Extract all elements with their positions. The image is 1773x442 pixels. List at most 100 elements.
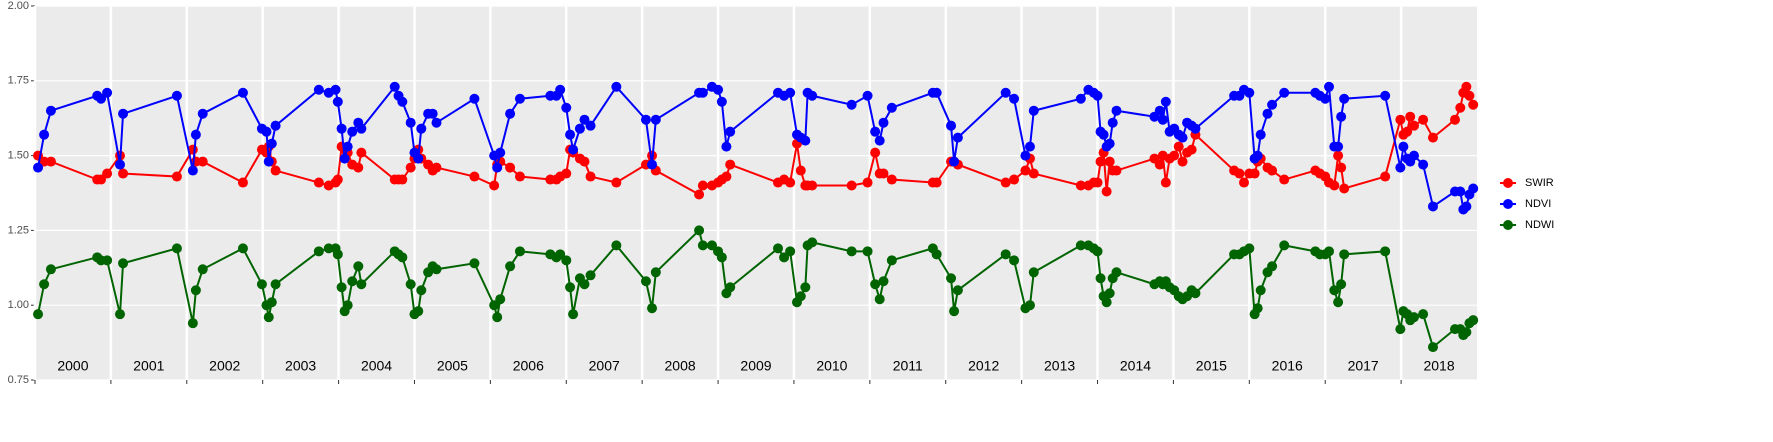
year-label: 2001 bbox=[133, 358, 164, 374]
year-label: 2015 bbox=[1196, 358, 1227, 374]
point bbox=[555, 84, 566, 95]
point bbox=[640, 114, 651, 125]
point bbox=[1468, 315, 1479, 326]
y-tick-label: 1.00 bbox=[8, 299, 29, 311]
year-label: 2003 bbox=[285, 358, 316, 374]
point bbox=[1409, 150, 1420, 161]
point bbox=[39, 279, 50, 290]
y-tick-label: 0.75 bbox=[8, 374, 29, 386]
point bbox=[336, 282, 347, 293]
series bbox=[33, 225, 1479, 353]
point bbox=[1464, 90, 1475, 101]
point bbox=[1279, 174, 1290, 185]
point bbox=[353, 261, 364, 272]
point bbox=[1020, 165, 1031, 176]
point bbox=[1190, 288, 1201, 299]
point bbox=[431, 264, 442, 275]
point bbox=[118, 258, 129, 269]
point bbox=[505, 261, 516, 272]
point bbox=[187, 165, 198, 176]
point bbox=[721, 141, 732, 152]
point bbox=[1380, 171, 1391, 182]
series bbox=[33, 81, 1479, 215]
point bbox=[1075, 180, 1086, 191]
legend-key-point bbox=[1503, 199, 1513, 209]
point bbox=[356, 279, 367, 290]
point bbox=[1255, 129, 1266, 140]
point bbox=[405, 279, 416, 290]
point bbox=[118, 168, 129, 179]
point bbox=[171, 90, 182, 101]
year-label: 2018 bbox=[1423, 358, 1454, 374]
point bbox=[952, 285, 963, 296]
year-label: 2006 bbox=[513, 358, 544, 374]
point bbox=[1244, 87, 1255, 98]
point bbox=[611, 177, 622, 188]
legend-key-point bbox=[1503, 220, 1513, 230]
point bbox=[1095, 156, 1106, 167]
point bbox=[878, 276, 889, 287]
legend-label: NDVI bbox=[1525, 198, 1551, 210]
point bbox=[342, 141, 353, 152]
point bbox=[263, 156, 274, 167]
y-tick-label: 1.25 bbox=[8, 224, 29, 236]
point bbox=[1098, 129, 1109, 140]
point bbox=[585, 171, 596, 182]
point bbox=[237, 243, 248, 254]
point bbox=[568, 309, 579, 320]
point bbox=[1320, 93, 1331, 104]
point bbox=[347, 126, 358, 137]
point bbox=[1075, 93, 1086, 104]
point bbox=[45, 156, 56, 167]
point bbox=[1009, 93, 1020, 104]
point bbox=[1239, 177, 1250, 188]
point bbox=[697, 240, 708, 251]
point bbox=[330, 84, 341, 95]
point bbox=[721, 171, 732, 182]
point bbox=[397, 252, 408, 263]
point bbox=[585, 270, 596, 281]
point bbox=[171, 171, 182, 182]
point bbox=[102, 255, 113, 266]
point bbox=[39, 129, 50, 140]
point bbox=[611, 81, 622, 92]
point bbox=[785, 246, 796, 257]
point bbox=[514, 246, 525, 257]
point bbox=[1418, 309, 1429, 320]
point bbox=[1092, 90, 1103, 101]
year-label: 2009 bbox=[740, 358, 771, 374]
point bbox=[1409, 120, 1420, 131]
point bbox=[1020, 150, 1031, 161]
point bbox=[565, 282, 576, 293]
point bbox=[725, 282, 736, 293]
point bbox=[1427, 201, 1438, 212]
point bbox=[1177, 132, 1188, 143]
point bbox=[1157, 114, 1168, 125]
point bbox=[1092, 246, 1103, 257]
point bbox=[579, 156, 590, 167]
point bbox=[1380, 246, 1391, 257]
point bbox=[495, 147, 506, 158]
point bbox=[1101, 297, 1112, 308]
year-label: 2002 bbox=[209, 358, 240, 374]
year-label: 2008 bbox=[665, 358, 696, 374]
point bbox=[878, 168, 889, 179]
point bbox=[574, 123, 585, 134]
point bbox=[190, 129, 201, 140]
point bbox=[45, 264, 56, 275]
point bbox=[650, 267, 661, 278]
point bbox=[1380, 90, 1391, 101]
point bbox=[347, 276, 358, 287]
point bbox=[1104, 288, 1115, 299]
point bbox=[190, 285, 201, 296]
point bbox=[416, 285, 427, 296]
point bbox=[785, 87, 796, 98]
point bbox=[846, 246, 857, 257]
point bbox=[1329, 180, 1340, 191]
point bbox=[1468, 183, 1479, 194]
legend-label: NDWI bbox=[1525, 219, 1554, 231]
point bbox=[256, 279, 267, 290]
point bbox=[946, 273, 957, 284]
point bbox=[800, 282, 811, 293]
year-label: 2007 bbox=[589, 358, 620, 374]
